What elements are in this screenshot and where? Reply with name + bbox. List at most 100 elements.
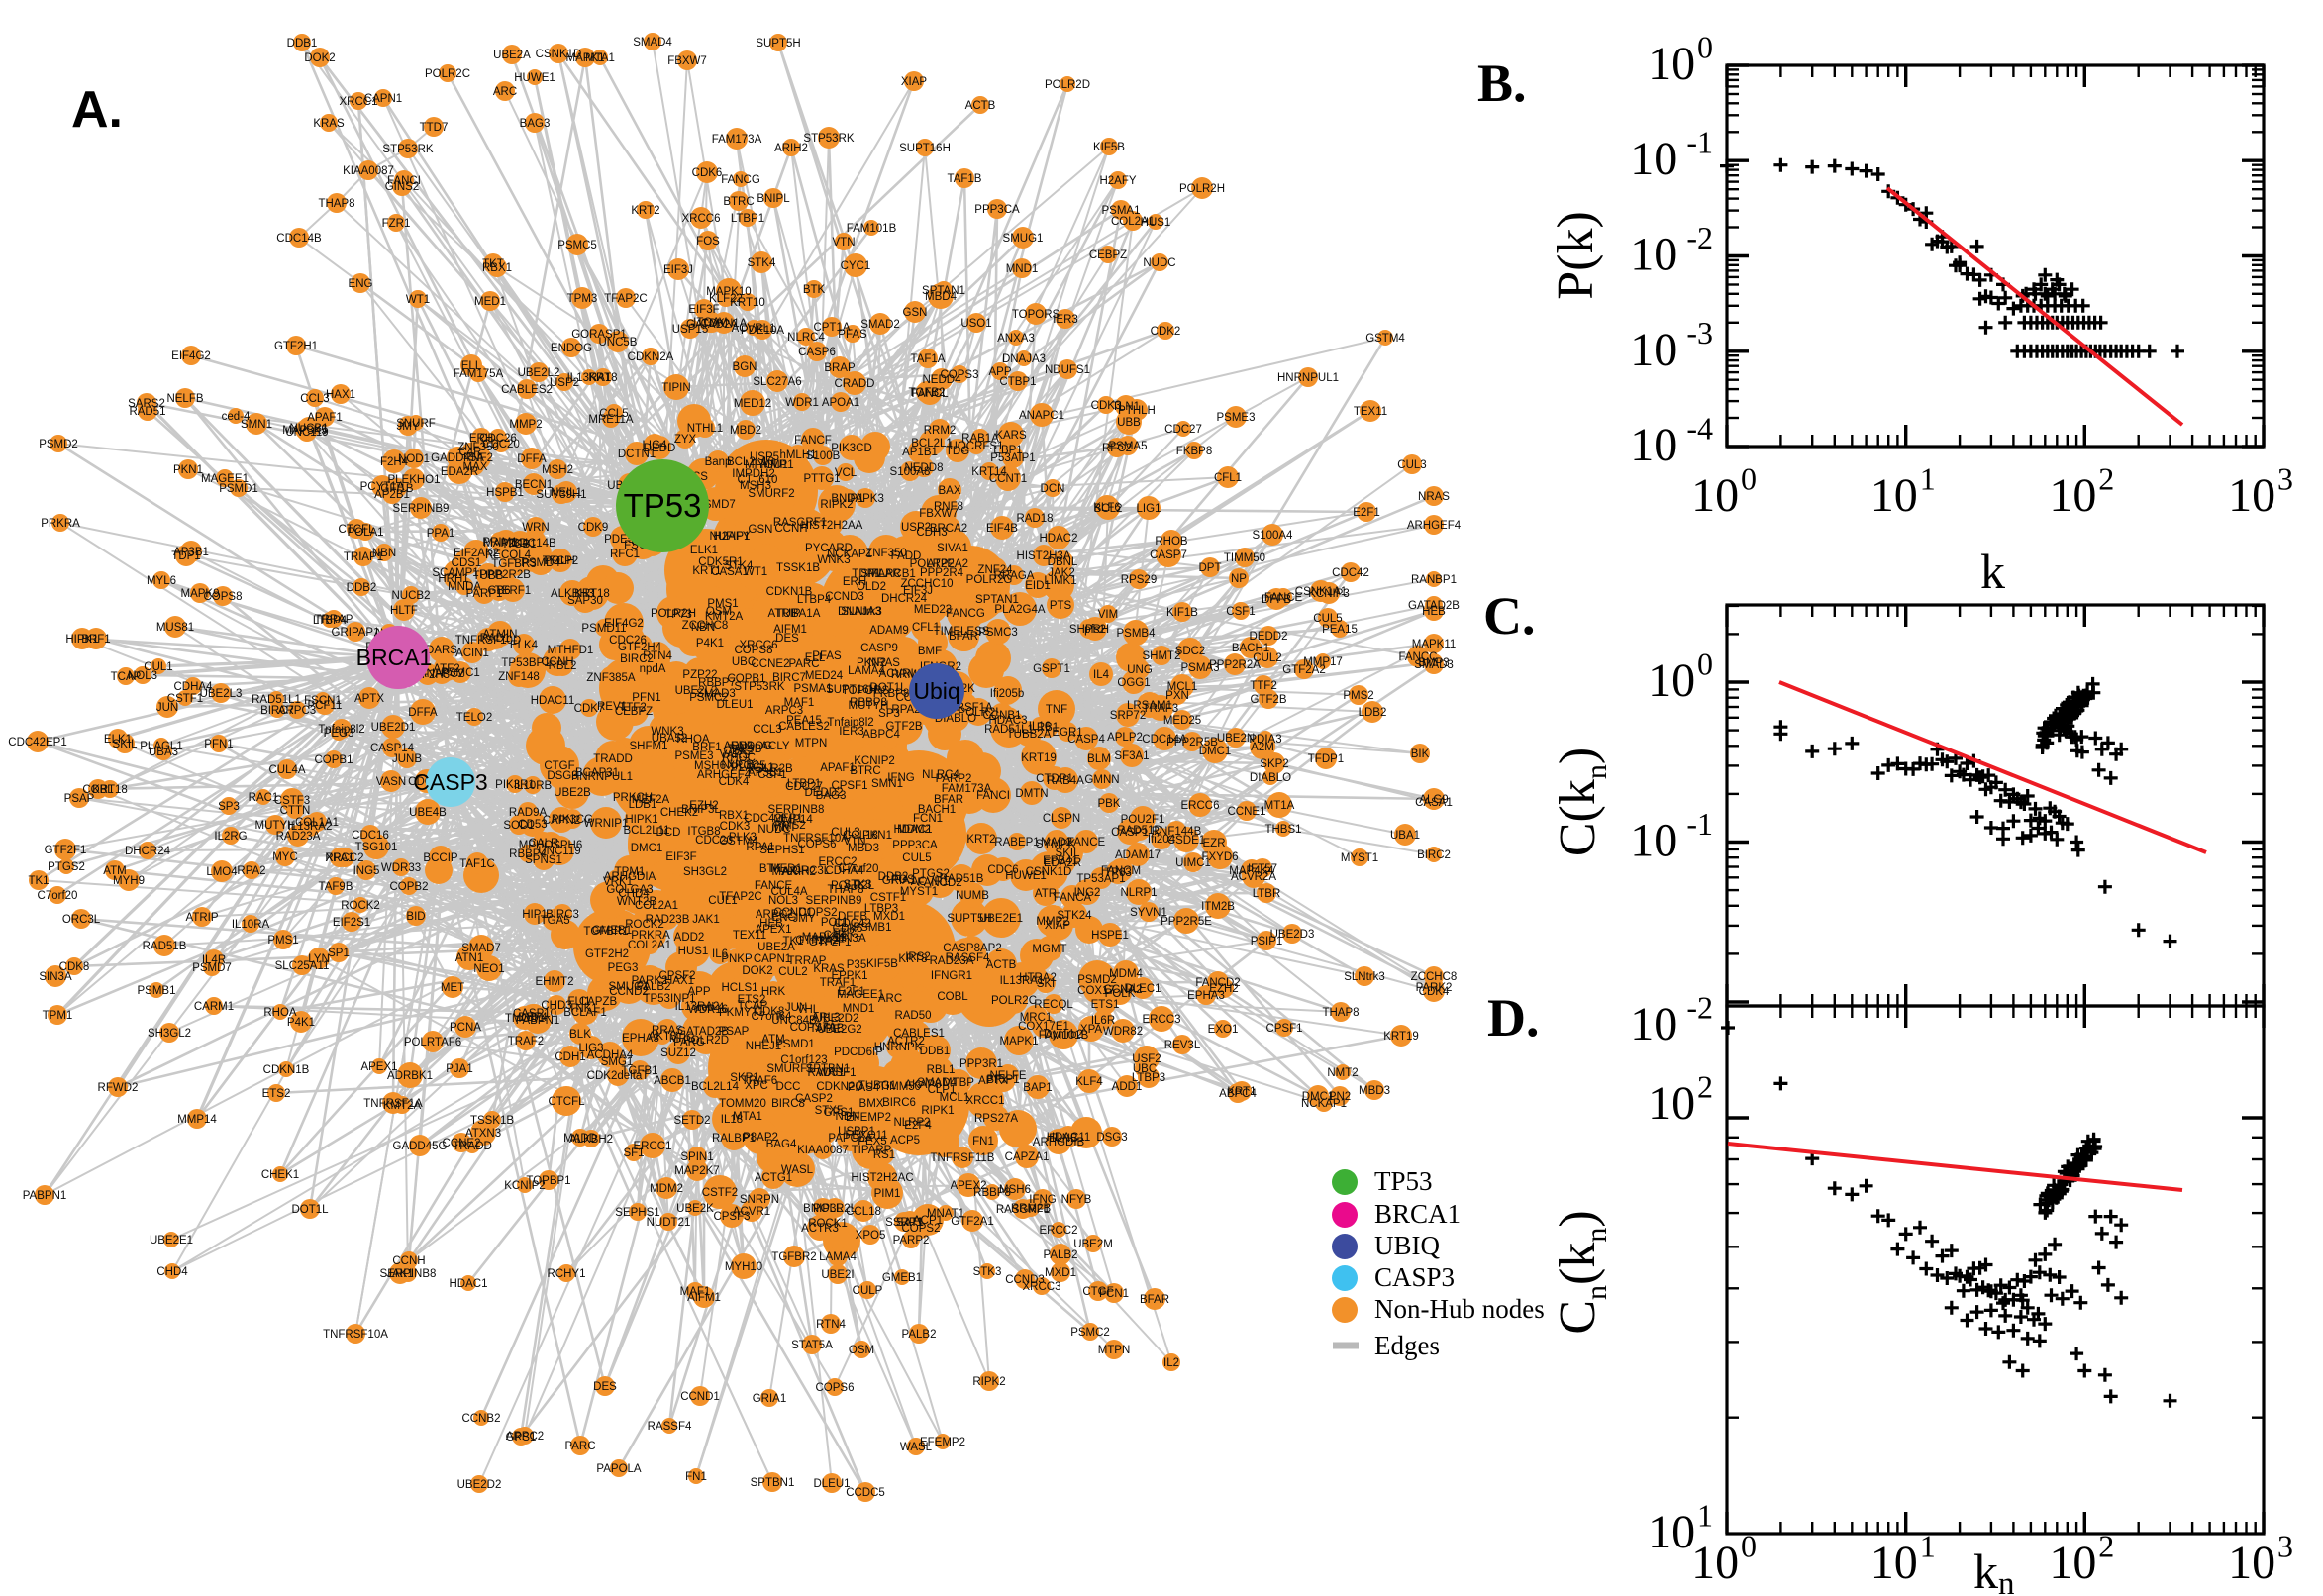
svg-text:ZNF148: ZNF148 [498,671,540,683]
svg-text:TNFRSF11B: TNFRSF11B [931,1152,995,1164]
svg-text:FBXO11: FBXO11 [845,1130,887,1142]
svg-text:10: 10 [1630,324,1677,376]
svg-text:CCNB2: CCNB2 [462,1413,501,1425]
svg-text:NUMB: NUMB [956,890,989,902]
svg-text:DEDD2: DEDD2 [1250,631,1288,643]
svg-text:TIMELESS: TIMELESS [934,626,990,638]
svg-text:CAPN1: CAPN1 [754,953,791,965]
svg-text:hMLH1: hMLH1 [779,449,816,461]
svg-text:PFAS: PFAS [838,329,867,341]
svg-text:ZNF385A: ZNF385A [586,672,636,684]
svg-text:KRAS: KRAS [313,118,345,130]
svg-text:TIMM50: TIMM50 [1224,552,1265,564]
svg-text:CCDC5: CCDC5 [846,1487,885,1499]
svg-text:TRADD: TRADD [453,1141,492,1152]
svg-text:3: 3 [2277,1528,2293,1563]
svg-text:RPS29: RPS29 [1121,574,1157,586]
svg-text:PARK2: PARK2 [1416,982,1453,994]
svg-text:MED12: MED12 [734,398,771,410]
svg-text:GSN: GSN [903,307,928,319]
svg-text:BAG4: BAG4 [766,1139,797,1150]
svg-text:TP53INP1: TP53INP1 [643,993,695,1005]
svg-text:WT1: WT1 [744,566,767,578]
svg-text:BACH1: BACH1 [918,804,956,816]
svg-text:RFC1: RFC1 [610,549,640,560]
svg-text:RIPK1: RIPK1 [921,1105,954,1117]
svg-text:DDB2: DDB2 [878,871,909,883]
svg-text:ADAM17: ADAM17 [1115,849,1161,861]
svg-text:PLK3: PLK3 [729,832,757,844]
svg-text:RHOB: RHOB [1155,536,1188,548]
svg-text:MAP2K7: MAP2K7 [674,1165,719,1177]
svg-text:CEBPZ: CEBPZ [1089,249,1127,261]
svg-text:BCAP31: BCAP31 [575,767,619,779]
svg-text:STX5: STX5 [815,1105,844,1117]
svg-text:IRS2: IRS2 [905,951,931,963]
svg-text:BTRC: BTRC [723,196,754,208]
svg-text:JAK1: JAK1 [692,914,720,926]
svg-text:BTK: BTK [803,284,826,296]
svg-text:POLR2L: POLR2L [831,880,875,892]
svg-text:MTA1: MTA1 [585,52,615,64]
svg-text:CHEK2: CHEK2 [660,807,698,819]
svg-text:CPSF2: CPSF2 [658,970,695,982]
svg-text:3: 3 [2277,460,2293,496]
svg-text:CDK2deltaT: CDK2deltaT [587,1070,650,1082]
svg-text:SIVA1: SIVA1 [937,543,968,554]
svg-text:HDAC1: HDAC1 [450,1278,488,1290]
svg-text:BNIP3L: BNIP3L [803,1203,843,1215]
svg-text:EIF3J: EIF3J [663,264,693,276]
svg-text:WASF1: WASF1 [817,1067,856,1079]
svg-text:PEG3: PEG3 [608,962,639,974]
svg-text:POLH: POLH [544,555,574,567]
svg-text:XRCC6: XRCC6 [740,640,778,651]
svg-text:DLEU1: DLEU1 [813,1478,850,1490]
svg-text:MRC1: MRC1 [1020,1012,1053,1024]
svg-text:UBE2B: UBE2B [554,787,591,799]
svg-text:TP53BP1: TP53BP1 [501,657,550,669]
svg-text:FANCI: FANCI [976,790,1010,802]
svg-text:APP: APP [988,366,1011,378]
svg-text:STP53RK: STP53RK [803,133,854,145]
svg-text:SEPHS1: SEPHS1 [615,1207,659,1219]
svg-text:CTCFL: CTCFL [548,1096,585,1108]
svg-text:UNC5B: UNC5B [599,337,638,349]
svg-text:E2F1: E2F1 [1353,507,1380,519]
svg-text:SMAD3: SMAD3 [1414,659,1454,671]
svg-text:IFNGR1: IFNGR1 [931,970,972,982]
svg-text:GATAD2B: GATAD2B [1408,600,1460,612]
svg-text:HIST2H2AC: HIST2H2AC [851,1172,913,1184]
svg-text:DSG3: DSG3 [1096,1132,1127,1144]
svg-text:CCNB1: CCNB1 [983,710,1022,722]
svg-text:TKT: TKT [482,258,504,270]
svg-text:PMS2: PMS2 [1343,690,1373,702]
svg-text:CDKN2A: CDKN2A [628,351,674,363]
svg-text:UBE2K: UBE2K [676,1203,714,1215]
svg-text:CT_610: CT_610 [738,474,778,486]
svg-text:SF3A1: SF3A1 [1114,750,1149,762]
svg-text:TAF1C: TAF1C [459,858,495,870]
svg-text:0: 0 [1697,29,1713,64]
svg-text:RAD23B: RAD23B [646,914,690,926]
svg-text:MMP2: MMP2 [509,419,542,431]
svg-text:PSMC5: PSMC5 [557,240,597,251]
svg-text:ITM2B: ITM2B [1201,901,1235,913]
svg-text:THAP8: THAP8 [318,198,354,210]
svg-text:PSMB4: PSMB4 [1117,628,1157,640]
svg-text:BAG3: BAG3 [816,790,847,802]
svg-text:TIPIN: TIPIN [661,382,690,394]
svg-text:POLR2G: POLR2G [966,574,1013,586]
svg-text:GMEB1: GMEB1 [882,1272,922,1284]
svg-text:BRAP: BRAP [824,362,856,374]
svg-text:DOT1L: DOT1L [869,682,907,694]
svg-text:TAF1B: TAF1B [948,173,982,185]
svg-text:NUFIP1: NUFIP1 [710,531,751,543]
svg-text:DOT1L: DOT1L [291,1204,329,1216]
svg-text:HLTF: HLTF [390,605,418,617]
svg-text:MET: MET [441,982,464,994]
svg-text:10: 10 [1630,815,1677,867]
svg-text:GTF2H1: GTF2H1 [274,341,318,352]
svg-text:PKN2: PKN2 [857,657,886,669]
svg-text:DHCR24: DHCR24 [125,846,171,857]
svg-text:FANCE: FANCE [1264,592,1303,604]
